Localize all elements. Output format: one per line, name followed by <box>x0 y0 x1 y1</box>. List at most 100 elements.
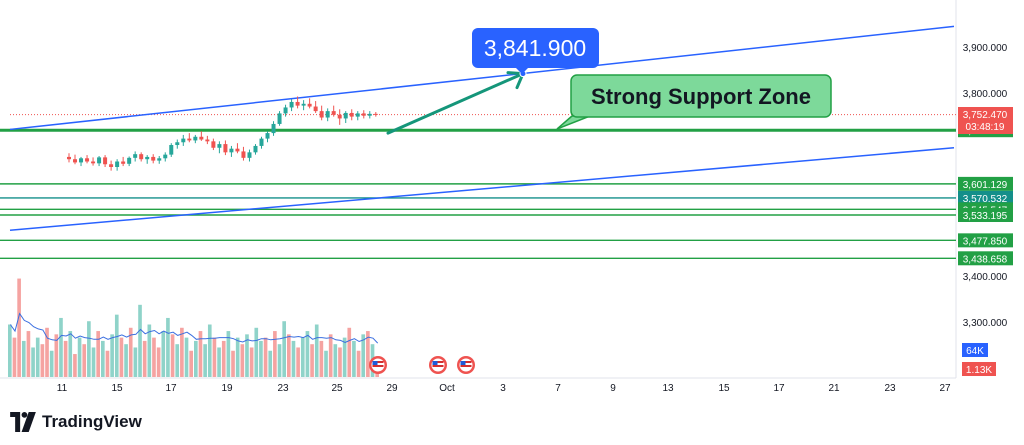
candle <box>133 151 138 162</box>
candle <box>193 134 198 144</box>
candle-body <box>331 111 336 115</box>
candle-body <box>295 101 300 106</box>
volume-bar <box>356 350 361 377</box>
support-zone-callout-box <box>570 74 832 118</box>
candle-body <box>259 138 264 146</box>
event-marker-flag-icon[interactable] <box>429 356 447 374</box>
economic-event-markers[interactable] <box>369 356 475 374</box>
target-price-callout[interactable]: 3,841.900 <box>472 28 599 74</box>
volume-bar <box>254 327 259 377</box>
candle-body <box>157 158 162 161</box>
time-axis-tick-label: 17 <box>773 383 785 394</box>
volume-bar <box>212 337 217 377</box>
price-axis-tick-label: 3,300.000 <box>963 318 1008 329</box>
candle-body <box>313 106 318 112</box>
candle-body <box>151 156 156 161</box>
candle <box>289 99 294 112</box>
volume-bar <box>17 278 21 377</box>
candle-body <box>85 158 90 162</box>
volume-bar <box>231 350 235 377</box>
candle <box>235 143 240 154</box>
candle <box>169 143 174 157</box>
candle-body <box>163 154 168 159</box>
price-level-tag-text: 3,601.129 <box>963 180 1008 191</box>
time-axis-tick-label: 21 <box>828 383 840 394</box>
volume-bar <box>68 331 73 377</box>
time-axis-tick-label: 27 <box>939 383 951 394</box>
volume-bar <box>128 327 133 377</box>
support-zone-callout[interactable]: Strong Support Zone <box>556 74 832 130</box>
candle-body <box>127 157 132 164</box>
volume-bar <box>147 324 152 377</box>
candle <box>241 146 246 161</box>
volume-bar <box>361 334 366 377</box>
volume-bar <box>8 324 12 377</box>
price-level-tag: 3,601.129 <box>958 176 1013 191</box>
volume-bar <box>221 340 226 377</box>
candle-body <box>175 142 180 146</box>
volume-bar <box>366 331 370 377</box>
time-axis-tick-label: 15 <box>111 383 123 394</box>
tradingview-logo[interactable]: TradingView <box>10 412 142 432</box>
event-marker-flag-icon[interactable] <box>457 356 475 374</box>
volume-bar <box>54 334 59 377</box>
candle-body <box>193 136 198 141</box>
event-marker-flag-icon[interactable] <box>369 356 387 374</box>
volume-bar <box>45 327 49 377</box>
candle <box>253 144 258 155</box>
volume-bar <box>310 344 314 377</box>
volume-average-tag-box <box>962 343 988 357</box>
candle-body <box>67 156 71 160</box>
candle-body <box>289 101 294 108</box>
price-chart[interactable]: 3,841.900 Strong Support Zone 3,900.0003… <box>0 0 1024 410</box>
time-axis-tick-label: 19 <box>221 383 233 394</box>
candle-body <box>109 164 114 167</box>
candle-body <box>247 152 252 158</box>
target-price-label: 3,841.900 <box>484 35 586 61</box>
tradingview-logo-icon <box>10 412 36 432</box>
time-axis-tick-label: 17 <box>165 383 177 394</box>
candlesticks <box>67 96 378 171</box>
volume-bar <box>291 340 296 377</box>
volume-bar <box>240 344 245 377</box>
time-axis-tick-label: 29 <box>386 383 398 394</box>
volume-bar <box>170 334 175 377</box>
volume-average-value: 64K <box>966 346 984 357</box>
candle-body <box>319 111 324 118</box>
candle-body <box>229 148 234 153</box>
target-price-callout-pointer <box>515 67 529 74</box>
volume-bar <box>77 337 82 377</box>
candle-body <box>145 156 150 160</box>
candle <box>271 121 276 136</box>
volume-bar <box>259 340 263 377</box>
support-levels <box>0 128 956 259</box>
time-axis-tick-label: 13 <box>662 383 674 394</box>
volume-average-tag: 64K <box>962 343 988 357</box>
bar-countdown: 03:48:19 <box>966 122 1005 133</box>
price-level-tag-box <box>958 251 1013 266</box>
target-arrow-shaft <box>386 72 525 135</box>
candle <box>325 108 330 122</box>
candle-body <box>91 161 96 164</box>
candle <box>295 96 300 109</box>
candle <box>343 111 348 124</box>
volume-bar <box>203 344 207 377</box>
volume-bar <box>268 350 273 377</box>
candle-body <box>337 114 342 119</box>
volume-bar <box>156 347 161 377</box>
candle-body <box>181 138 186 143</box>
candle <box>331 105 336 117</box>
candle-body <box>121 161 126 164</box>
volume-bar <box>194 340 198 377</box>
candle <box>247 149 252 162</box>
price-level-tag-text: 3,533.195 <box>963 211 1008 222</box>
volume-bars <box>8 278 379 377</box>
volume-bar <box>314 324 319 377</box>
volume-bar <box>31 347 35 377</box>
price-level-tag: 3,477.850 <box>958 233 1013 248</box>
volume-bar <box>282 321 286 377</box>
brand-name: TradingView <box>42 412 142 431</box>
candle <box>199 131 204 141</box>
candle-body <box>349 112 354 117</box>
time-axis-tick-label: 3 <box>500 383 506 394</box>
